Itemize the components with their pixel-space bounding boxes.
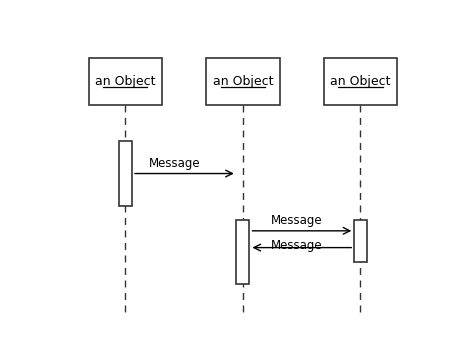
Bar: [119, 142, 132, 206]
Bar: [89, 57, 162, 105]
Text: an Object: an Object: [330, 75, 391, 88]
Bar: [237, 220, 249, 284]
Text: Message: Message: [270, 214, 322, 227]
Bar: [324, 57, 397, 105]
Bar: [354, 220, 367, 262]
Bar: [206, 57, 280, 105]
Text: an Object: an Object: [95, 75, 155, 88]
Text: Message: Message: [149, 157, 201, 170]
Text: an Object: an Object: [213, 75, 273, 88]
Text: Message: Message: [270, 239, 322, 252]
